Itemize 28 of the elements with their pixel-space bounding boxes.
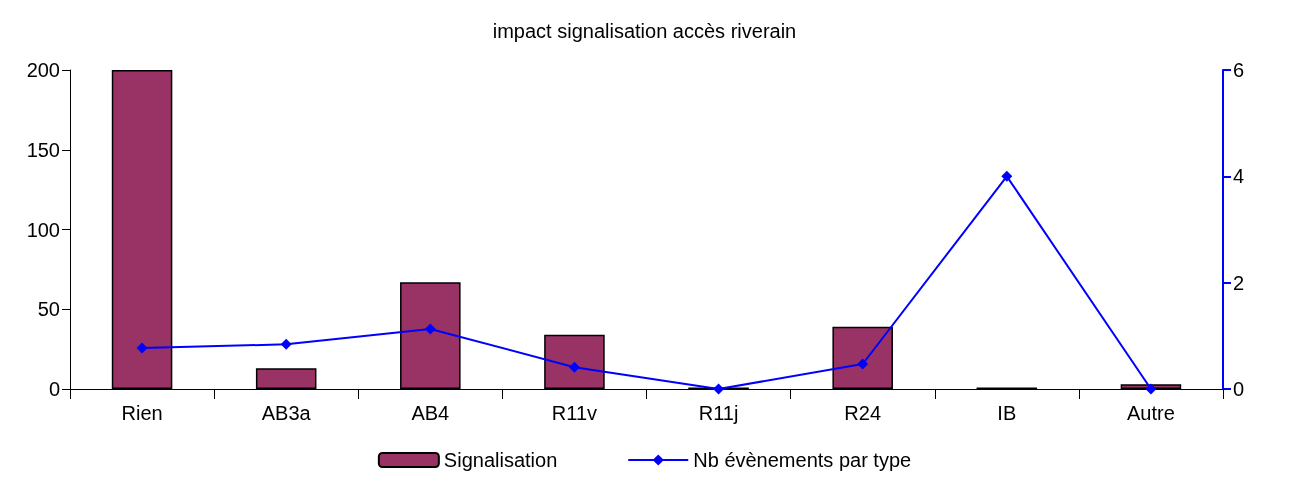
legend-label: Nb évènements par type [693,449,912,471]
y2-tick-label: 6 [1233,59,1245,81]
y2-tick-label: 2 [1233,271,1245,294]
x-tick-label: AB4 [411,402,450,424]
chart-title: impact signalisation accès riverain [492,20,797,42]
point [136,342,148,354]
y2-tick-label: 4 [1233,165,1245,188]
legend-label: Signalisation [443,449,558,471]
x-tick-label: Autre [1127,402,1175,424]
y-tick-label: 0 [48,378,60,400]
x-tick-label: R11v [551,402,598,424]
y-tick-label: 200 [26,59,60,81]
y-tick-label: 100 [26,218,60,241]
point [1001,170,1013,182]
x-tick-label: R11j [698,402,739,424]
x-tick-label: Rien [121,402,163,424]
x-tick-label: AB3a [261,402,312,424]
point [1145,383,1157,395]
point [713,383,725,395]
x-tick-label: R24 [844,402,882,424]
x-tick-label: IB [997,402,1017,424]
y2-tick-label: 0 [1233,378,1245,400]
y-tick-label: 150 [26,138,60,161]
point [857,358,869,370]
point [568,361,580,373]
point [424,323,436,335]
point [280,338,292,350]
y-tick-label: 50 [37,298,60,321]
